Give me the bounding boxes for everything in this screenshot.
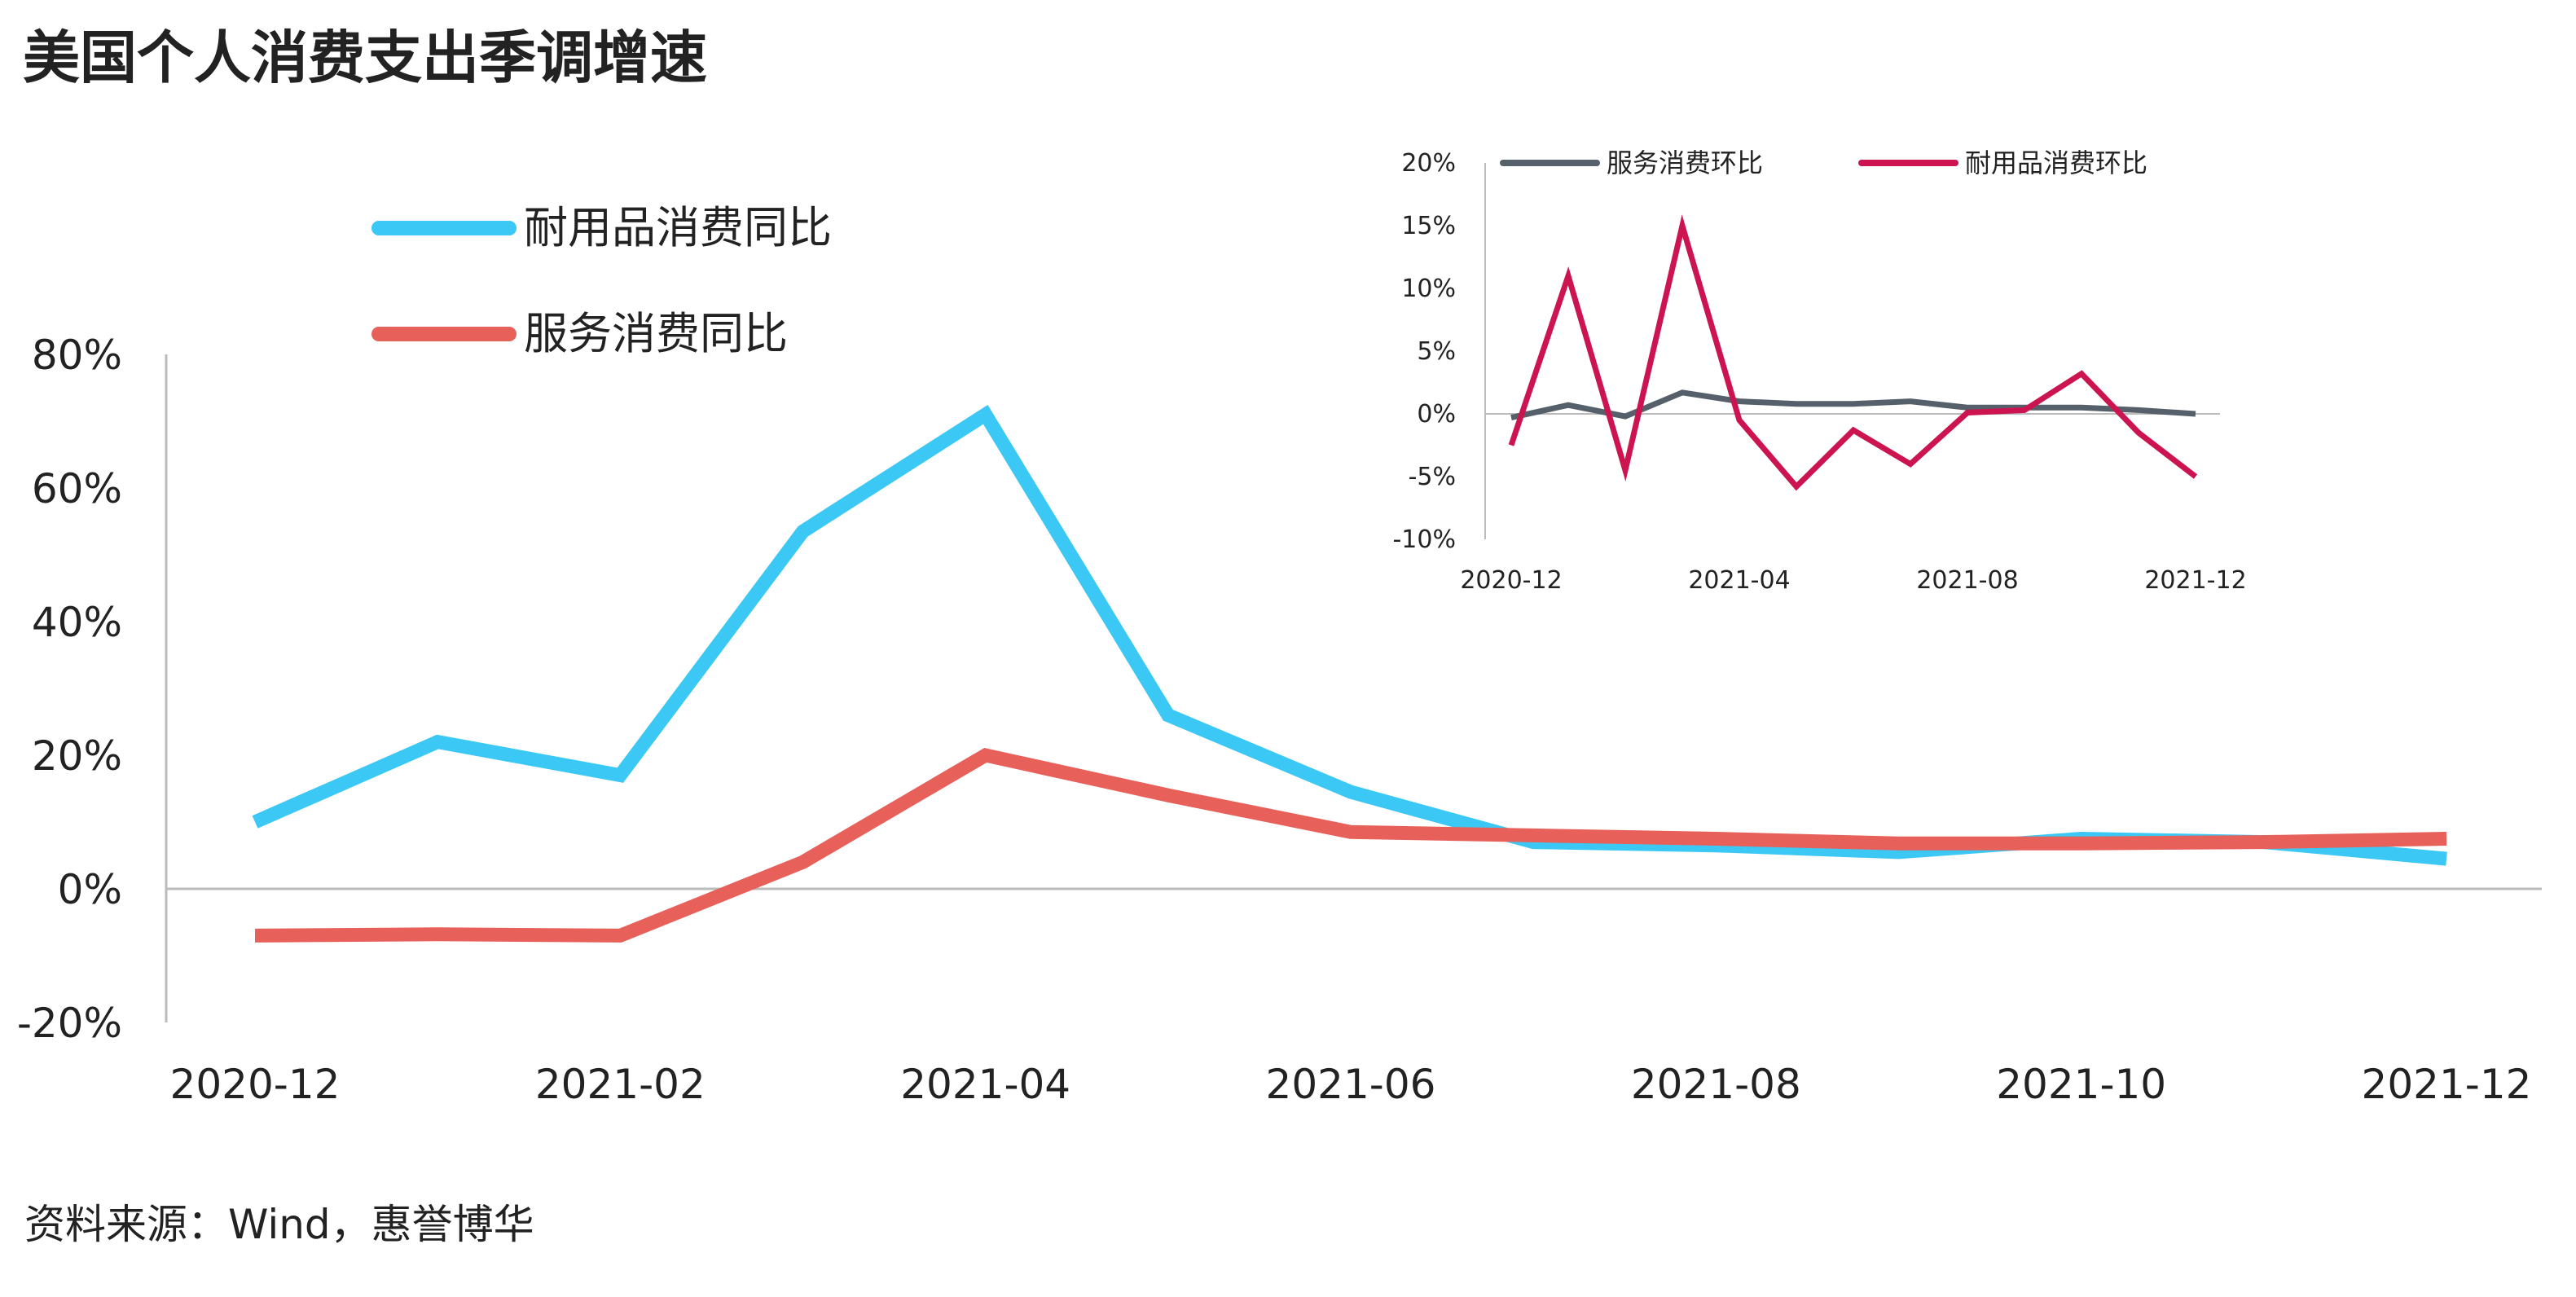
- page-title: 美国个人消费支出季调增速: [23, 24, 707, 91]
- y-tick-label-5: 5%: [1417, 337, 1456, 366]
- y-tick-label-10: 10%: [1401, 275, 1456, 303]
- series-line-2: [254, 747, 2447, 943]
- x-tick-label-2021-12: 2021-12: [2144, 566, 2246, 595]
- x-tick-label-2021-12: 2021-12: [2362, 1061, 2532, 1108]
- y-tick-label-5: -5%: [1409, 463, 1456, 491]
- main-chart: 80% 60% 40% 20% 0% -20% 2020-12 2021-02 2021-04 2…: [17, 202, 2542, 1108]
- x-tick-label-2021-08: 2021-08: [1631, 1061, 1801, 1108]
- y-tick-label-40: 40%: [32, 599, 122, 646]
- series-line-1: [1510, 389, 2196, 421]
- inset-chart: 20% 15% 10% 5% 0% -5% -10%2020-12 2021-04 2021-0…: [1392, 147, 2246, 595]
- x-tick-label-2021-06: 2021-06: [1266, 1061, 1436, 1108]
- legend-label-2: 耐用品消费环比: [1965, 147, 2147, 178]
- y-tick-label-20: 20%: [32, 732, 122, 780]
- y-tick-label-0: 0%: [58, 866, 122, 913]
- series-line-1: [252, 404, 2447, 866]
- y-tick-label-20: -20%: [17, 1000, 122, 1047]
- y-tick-label-60: 60%: [32, 465, 122, 512]
- x-tick-label-2021-10: 2021-10: [1996, 1061, 2166, 1108]
- legend-label-2: 服务消费同比: [524, 308, 788, 359]
- x-tick-label-2021-02: 2021-02: [535, 1061, 706, 1108]
- x-tick-label-2020-12: 2020-12: [1460, 566, 1562, 595]
- x-tick-label-2021-04: 2021-04: [900, 1061, 1070, 1108]
- series-line-2: [1508, 214, 2198, 491]
- x-tick-label-2021-08: 2021-08: [1916, 566, 2018, 595]
- x-tick-label-2020-12: 2020-12: [170, 1061, 341, 1108]
- y-tick-label-20: 20%: [1401, 149, 1456, 178]
- legend-label-1: 服务消费环比: [1607, 147, 1763, 178]
- y-tick-label-80: 80%: [32, 332, 122, 379]
- y-tick-label-0: 0%: [1417, 400, 1456, 429]
- source-note: 资料来源：Wind，惠誉博华: [24, 1201, 534, 1248]
- x-tick-label-2021-04: 2021-04: [1688, 566, 1790, 595]
- legend-label-1: 耐用品消费同比: [524, 202, 832, 253]
- y-tick-label-10: -10%: [1392, 525, 1456, 554]
- y-tick-label-15: 15%: [1401, 212, 1456, 240]
